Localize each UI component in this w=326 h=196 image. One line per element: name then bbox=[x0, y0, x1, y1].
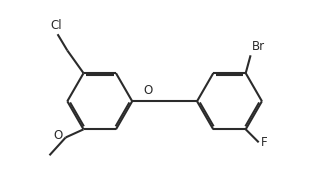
Text: Br: Br bbox=[252, 40, 265, 53]
Text: O: O bbox=[54, 129, 63, 142]
Text: Cl: Cl bbox=[50, 19, 62, 32]
Text: F: F bbox=[261, 136, 268, 149]
Text: O: O bbox=[144, 84, 153, 97]
